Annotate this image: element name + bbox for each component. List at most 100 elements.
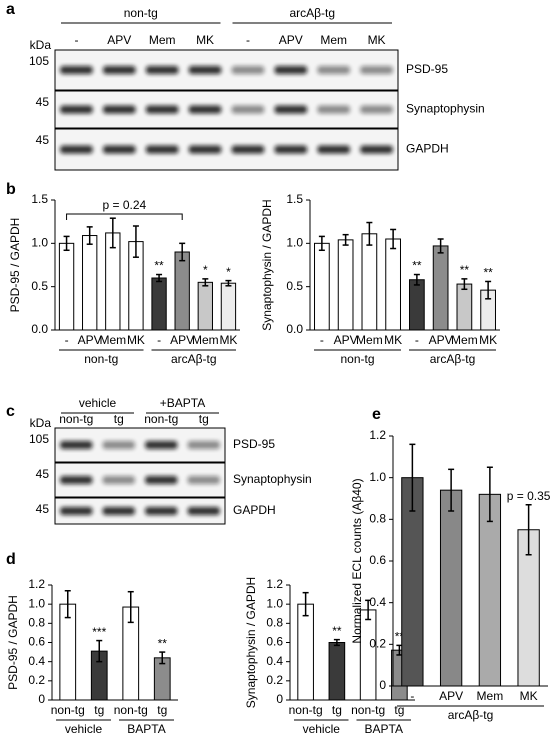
blot-band [187, 441, 220, 449]
x-tick-label: tg [94, 703, 104, 717]
y-tick-label: 0.0 [31, 322, 48, 336]
x-tick-label: - [65, 333, 69, 347]
group-label: non-tg [124, 6, 158, 20]
y-tick-label: 0.0 [286, 322, 303, 336]
y-tick-label: 0.5 [286, 279, 303, 293]
bar [58, 242, 75, 331]
blot-band [103, 105, 136, 114]
y-tick-label: 0.8 [266, 616, 283, 630]
y-tick-label: 0.4 [28, 654, 45, 668]
x-tick-label: - [415, 333, 419, 347]
blot-band [60, 105, 93, 114]
blot-band [103, 145, 136, 154]
significance: * [203, 263, 208, 277]
significance: ** [412, 259, 422, 273]
y-tick-label: 0 [379, 678, 386, 692]
group-label: arcAβ-tg [171, 352, 217, 366]
lane-label: MK [196, 33, 214, 47]
lane-label: MK [368, 33, 386, 47]
group-label: vehicle [79, 396, 117, 410]
x-tick-label: - [157, 333, 161, 347]
bar [59, 603, 77, 701]
blot-band [187, 507, 220, 515]
x-tick-label: MK [384, 333, 402, 347]
lane-label: APV [107, 33, 131, 47]
bar [478, 493, 502, 687]
kda-label: kDa [30, 38, 52, 52]
blot-band [360, 66, 393, 74]
blot-band [317, 105, 350, 114]
significance: ** [158, 636, 168, 650]
kda-label: kDa [30, 416, 52, 430]
blot-band [60, 145, 93, 154]
blot-band [274, 145, 308, 154]
y-tick-label: 1.2 [266, 577, 283, 591]
protein-label: GAPDH [406, 142, 449, 156]
group-label: vehicle [303, 722, 341, 736]
blot-band [187, 476, 220, 484]
x-tick-label: tg [157, 703, 167, 717]
group-label: BAPTA [365, 722, 403, 736]
marker-label: 45 [36, 95, 50, 109]
y-tick-label: 0.8 [28, 616, 45, 630]
y-tick-label: 0.2 [28, 673, 45, 687]
group-label: non-tg [84, 352, 118, 366]
y-tick-label: 0.6 [28, 635, 45, 649]
bracket-label: p = 0.24 [103, 198, 147, 212]
panel-label: a [6, 1, 15, 18]
blot-band [231, 66, 265, 74]
y-tick-label: 1.0 [28, 596, 45, 610]
x-tick-label: Mem [192, 333, 219, 347]
x-tick-label: non-tg [114, 703, 148, 717]
bar [456, 283, 473, 331]
blot-band [145, 66, 179, 74]
bar [385, 238, 401, 331]
y-axis-label: Synaptophysin / GAPDH [244, 577, 258, 708]
bar [432, 245, 449, 331]
blot-band [145, 145, 179, 154]
blot-band [360, 105, 393, 114]
y-tick-label: 0.2 [369, 637, 386, 651]
y-tick-label: 0.6 [266, 635, 283, 649]
blot-band [60, 441, 93, 449]
y-tick-label: 0.6 [369, 553, 386, 567]
bar [197, 281, 213, 331]
marker-label: 45 [36, 502, 50, 516]
bar [361, 233, 378, 331]
lane-label: APV [279, 33, 303, 47]
x-tick-label: tg [332, 703, 342, 717]
marker-label: 45 [36, 467, 50, 481]
panel-label: d [6, 551, 16, 568]
y-tick-label: 1.2 [28, 577, 45, 591]
y-axis-label: PSD-95 / GAPDH [8, 218, 22, 313]
x-tick-label: Mem [356, 333, 383, 347]
x-tick-label: non-tg [289, 703, 323, 717]
x-tick-label: MK [479, 333, 497, 347]
group-label: non-tg [340, 352, 374, 366]
group-label: +BAPTA [160, 396, 205, 410]
y-tick-label: 1.5 [286, 192, 303, 206]
y-axis-label: Synaptophysin / GAPDH [260, 199, 274, 330]
x-tick-label: Mem [99, 333, 126, 347]
bar [409, 279, 425, 331]
lane-label: Mem [149, 33, 176, 47]
x-tick-label: tg [394, 703, 404, 717]
group-label: vehicle [65, 722, 103, 736]
blot-band [231, 105, 265, 114]
protein-label: Synaptophysin [406, 102, 485, 116]
lane-label: - [74, 33, 78, 47]
blot-band [145, 476, 178, 484]
bar [297, 603, 314, 701]
group-label: arcAβ-tg [430, 352, 476, 366]
blot-band [102, 441, 135, 449]
x-tick-label: MK [520, 689, 538, 703]
x-tick-label: APV [78, 333, 102, 347]
significance: p = 0.35 [507, 489, 551, 503]
x-tick-label: APV [334, 333, 358, 347]
y-tick-label: 0 [38, 692, 45, 706]
marker-label: 105 [29, 54, 49, 68]
x-tick-label: MK [127, 333, 145, 347]
bar [328, 642, 346, 701]
blot-band [188, 145, 222, 154]
